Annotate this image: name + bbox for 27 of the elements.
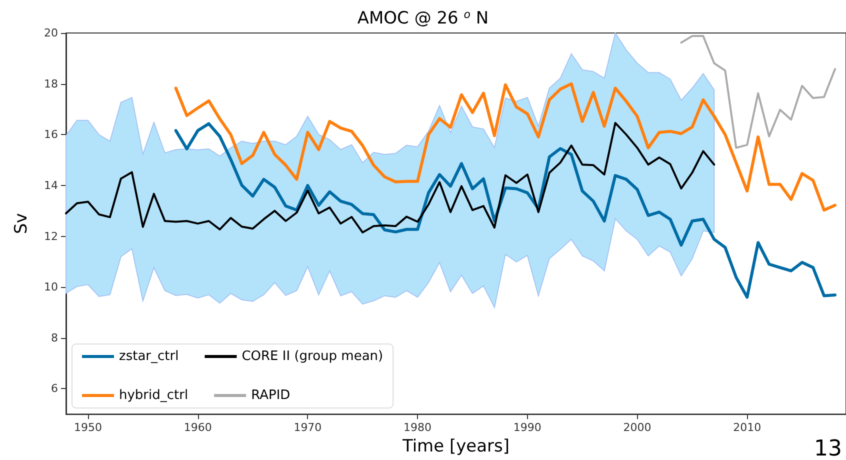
y-tick-label: 18 [44, 77, 58, 90]
y-tick-label: 8 [51, 331, 58, 344]
line-series [680, 35, 836, 149]
x-axis-title: Time [years] [401, 436, 510, 456]
legend-label: CORE II (group mean) [242, 349, 384, 364]
line-series [174, 82, 837, 212]
x-tick-label: 1970 [294, 421, 322, 434]
y-axis-title: Sv [12, 213, 32, 234]
y-tick-label: 16 [44, 128, 58, 142]
text: 13 [814, 436, 842, 460]
y-tick-label: 12 [44, 230, 58, 243]
legend-label: zstar_ctrl [119, 349, 179, 364]
legend-label: RAPID [251, 388, 290, 403]
y-tick-label: 10 [44, 280, 58, 294]
y-tick-label: 14 [44, 178, 58, 192]
legend-label: hybrid_ctrl [119, 388, 188, 403]
y-tick-label: 6 [51, 382, 58, 396]
x-tick-label: 2000 [623, 421, 652, 434]
x-tick-label: 1960 [184, 421, 212, 434]
x-tick-label: 2010 [733, 421, 762, 434]
x-tick-label: 1950 [74, 421, 102, 434]
chart-title: AMOC @ 26 o N [357, 8, 489, 28]
x-tick-label: 1980 [404, 421, 432, 434]
x-tick-label: 1990 [513, 421, 542, 434]
line-series [65, 122, 716, 234]
line-series [174, 122, 837, 299]
y-tick-label: 20 [44, 26, 58, 40]
